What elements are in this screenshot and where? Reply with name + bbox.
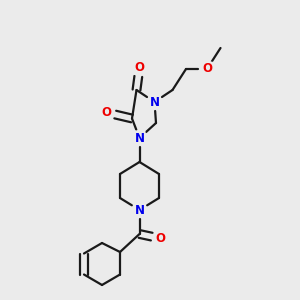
Text: O: O (101, 106, 112, 119)
Text: O: O (155, 232, 166, 245)
Text: O: O (134, 61, 145, 74)
Text: N: N (134, 203, 145, 217)
Text: N: N (149, 95, 160, 109)
Text: N: N (134, 131, 145, 145)
Text: O: O (202, 62, 212, 76)
